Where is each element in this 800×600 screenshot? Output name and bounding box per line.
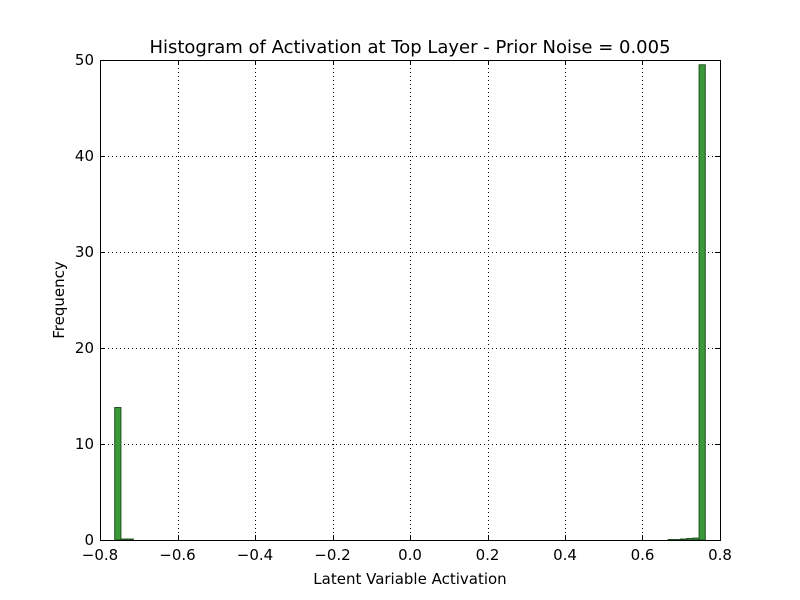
- x-tick-label: 0.0: [398, 546, 422, 564]
- x-tick-label: 0.8: [708, 546, 732, 564]
- histogram-bar: [679, 538, 688, 541]
- x-tick-label: −0.6: [159, 546, 195, 564]
- histogram-bar: [126, 538, 134, 541]
- histogram-bar: [667, 539, 675, 541]
- histogram-bar: [673, 539, 681, 541]
- x-axis-label: Latent Variable Activation: [313, 570, 506, 588]
- y-tick-label: 30: [75, 243, 94, 261]
- y-tick-label: 0: [84, 531, 94, 549]
- x-tick-label: 0.6: [631, 546, 655, 564]
- axis-ticks: −0.8 −0.6 −0.4 −0.2 0.0 0.2 0.4 0.6 0.8 0 10 20 30 40…: [75, 51, 732, 564]
- y-tick-label: 50: [75, 51, 94, 69]
- histogram-bar: [692, 537, 700, 541]
- grid-lines: [100, 60, 720, 540]
- x-tick-label: 0.4: [553, 546, 577, 564]
- x-tick-label: −0.2: [314, 546, 350, 564]
- x-tick-label: 0.2: [476, 546, 500, 564]
- histogram-bar: [120, 538, 128, 541]
- histogram-bar: [114, 407, 122, 541]
- chart-title: Histogram of Activation at Top Layer - P…: [149, 37, 670, 58]
- x-tick-label: −0.4: [237, 546, 273, 564]
- y-tick-label: 40: [75, 147, 94, 165]
- histogram-bar: [686, 538, 694, 541]
- y-tick-label: 20: [75, 339, 94, 357]
- histogram-bar: [698, 64, 706, 541]
- x-tick-label: −0.8: [82, 546, 118, 564]
- y-axis-label: Frequency: [50, 261, 68, 339]
- y-tick-label: 10: [75, 435, 94, 453]
